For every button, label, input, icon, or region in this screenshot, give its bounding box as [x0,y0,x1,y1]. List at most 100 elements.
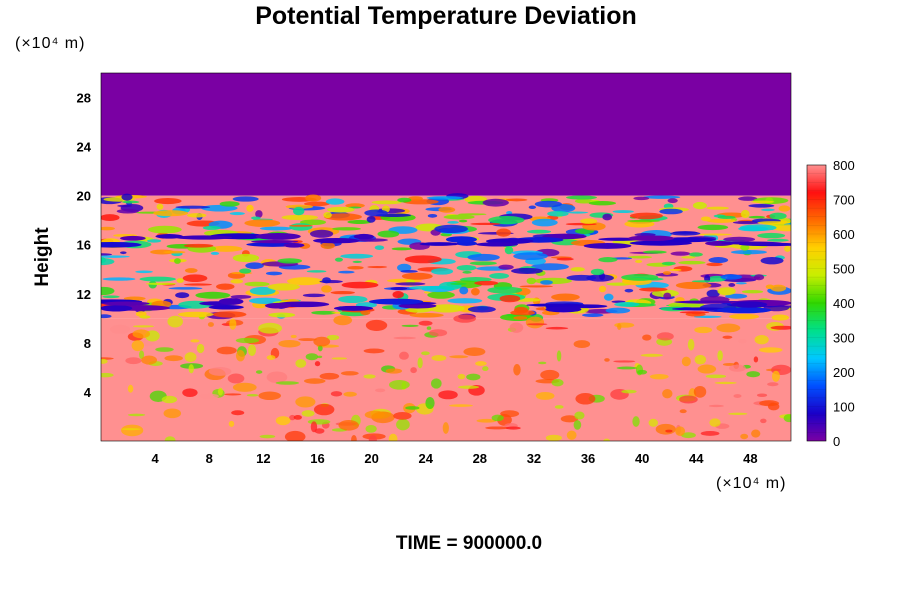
field-patch [363,348,385,354]
y-tick-label: 28 [77,91,91,106]
field-patch [663,292,672,300]
field-patch [708,257,729,264]
field-patch [259,226,293,231]
field-patch [212,311,247,318]
field-patch [765,284,774,290]
field-patch [694,326,713,334]
field-patch [127,384,134,393]
field-patch [101,372,114,378]
field-patch [101,214,120,222]
field-patch [706,218,736,223]
field-patch [235,337,260,344]
field-patch [135,270,153,274]
field-patch [190,339,200,343]
x-tick-label: 32 [527,451,541,466]
field-patch [748,204,775,208]
field-patch [574,198,594,204]
field-patch [691,280,716,283]
field-patch [708,404,724,408]
field-patch [405,406,420,410]
field-patch [728,412,748,416]
field-patch [716,323,741,333]
field-patch [697,364,717,374]
field-patch [396,418,410,431]
field-patch [340,371,359,376]
field-patch [598,257,618,263]
field-patch [424,291,431,294]
field-patch [709,418,721,427]
field-patch [101,358,108,364]
field-patch [360,310,371,316]
field-patch [102,277,136,281]
field-patch [401,324,419,327]
field-patch [288,224,313,227]
field-patch [427,213,438,218]
field-patch [613,360,636,363]
field-patch [168,287,203,290]
field-patch [674,300,737,304]
field-patch [627,219,661,223]
field-patch [632,416,640,427]
field-patch [146,239,162,243]
field-patch [231,410,245,416]
field-patch [127,413,146,417]
field-patch [164,436,176,441]
field-patch [624,220,655,228]
field-patch [554,405,564,409]
field-patch [145,282,177,285]
x-tick-label: 28 [473,451,487,466]
x-tick-label: 8 [206,451,213,466]
field-patch [421,351,430,356]
field-patch [758,347,783,353]
field-patch [247,344,257,356]
field-patch [232,196,259,202]
field-patch [397,263,412,272]
field-patch [352,260,363,264]
field-patch [740,244,750,251]
colorbar-tick-label: 800 [833,158,855,173]
field-patch [605,307,631,314]
colorbar: 0 100 200 300 400 500 600 700 800 [806,158,855,449]
field-patch [101,314,112,319]
field-patch [239,268,252,274]
field-patch [418,320,433,326]
field-patch [340,253,374,259]
field-patch [648,418,658,427]
field-patch [694,354,707,365]
field-patch [183,243,214,248]
field-patch [449,404,473,407]
field-patch [393,411,412,420]
field-patch [268,312,296,318]
field-patch [717,350,723,362]
field-patch [327,206,355,213]
field-patch [617,323,622,330]
field-patch [249,286,276,295]
field-patch [739,224,777,231]
field-patch [453,314,477,323]
field-patch [679,395,698,404]
field-patch [102,301,150,306]
field-patch [278,339,301,348]
field-patch [101,241,142,248]
field-patch [566,195,598,200]
field-patch [290,334,297,339]
x-tick-label: 24 [418,451,433,466]
x-tick-label: 48 [743,451,757,466]
field-patch [321,285,332,293]
field-patch [670,251,691,256]
field-patch [771,370,780,382]
field-patch [738,196,758,201]
field-patch [174,258,181,264]
field-patch [320,242,335,250]
field-patch [338,270,355,274]
field-patch [302,293,326,298]
field-patch [485,426,509,430]
field-patch [545,306,582,313]
field-patch [307,419,331,425]
field-patch [285,204,314,209]
field-patch [123,296,146,301]
field-patch [310,421,318,433]
y-axis-label: Height [32,227,53,287]
x-tick-label: 44 [689,451,704,466]
field-patch [431,268,454,275]
